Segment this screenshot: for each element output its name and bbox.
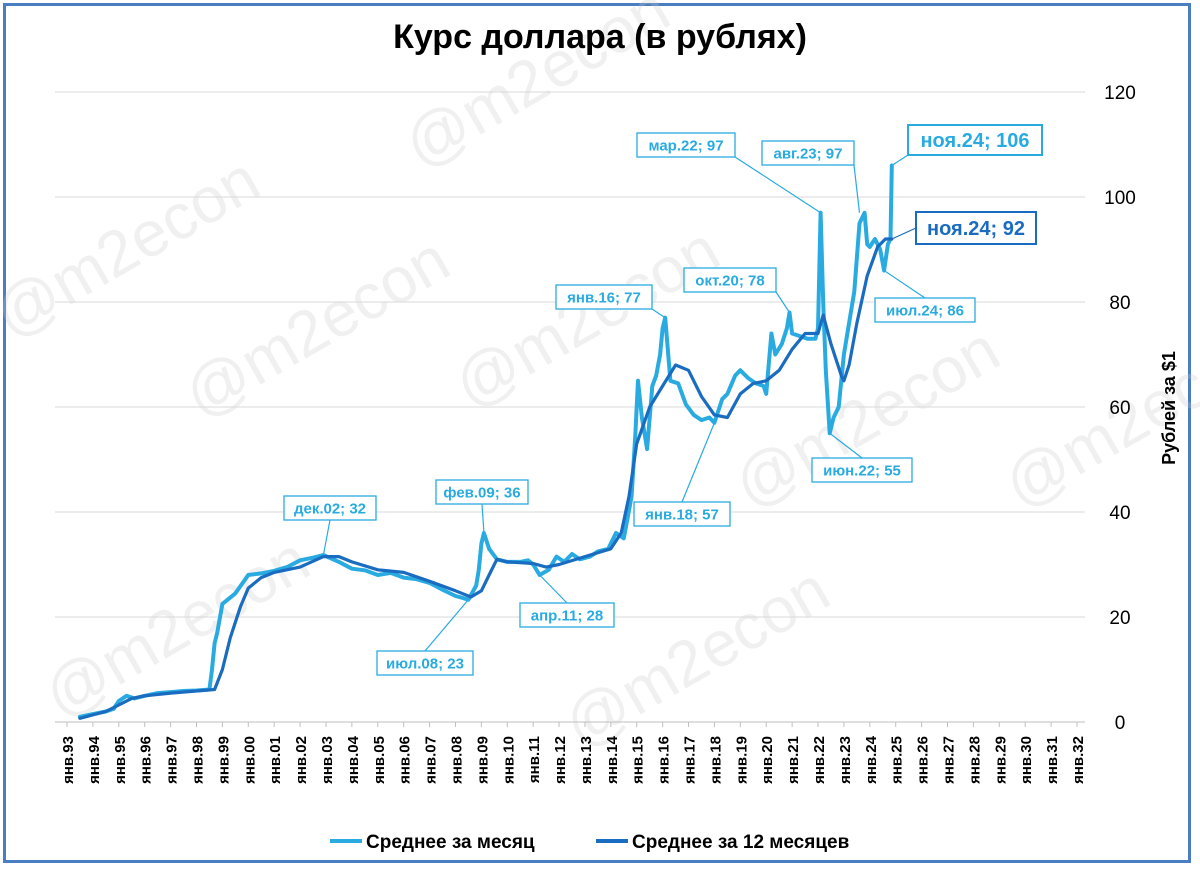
annotation-label: дек.02; 32	[294, 500, 366, 517]
x-tick-label: янв.25	[889, 736, 906, 784]
x-tick-label: янв.07	[423, 736, 440, 784]
y-tick-label: 80	[1109, 293, 1130, 314]
annotation-leader	[481, 503, 485, 534]
annotation-leader	[734, 156, 821, 214]
x-tick-label: янв.13	[578, 736, 595, 784]
annotation-label: апр.11; 28	[531, 607, 603, 624]
x-tick-label: янв.05	[371, 736, 388, 784]
x-tick-label: янв.09	[474, 736, 491, 784]
annotation-box	[435, 479, 529, 505]
x-tick-label: янв.06	[397, 736, 414, 784]
annotation-box	[811, 457, 913, 483]
legend-label-avg12: Среднее за 12 месяцев	[632, 832, 849, 853]
x-tick-label: янв.16	[656, 736, 673, 784]
annotation-leader	[853, 164, 861, 213]
y-tick-label: 120	[1104, 83, 1136, 104]
x-tick-label: янв.26	[915, 736, 932, 784]
x-tick-label: янв.96	[138, 736, 155, 784]
x-tick-label: янв.95	[112, 736, 129, 784]
x-tick-label: янв.31	[1044, 736, 1061, 784]
x-tick-label: янв.20	[759, 736, 776, 784]
annotation-box	[915, 211, 1037, 245]
x-tick-label: янв.28	[966, 736, 983, 784]
chart-title: Курс доллара (в рублях)	[393, 18, 807, 56]
x-tick-label: янв.27	[941, 736, 958, 784]
x-tick-label: янв.14	[604, 735, 621, 784]
x-tick-label: янв.99	[215, 736, 232, 784]
annotation-leader	[539, 574, 568, 604]
annotation-label: янв.18; 57	[645, 506, 719, 523]
series-line-avg12	[78, 237, 894, 720]
y-tick-label: 40	[1109, 503, 1130, 524]
annotation-box	[283, 495, 377, 521]
annotation-box	[683, 267, 777, 293]
x-tick-label: янв.30	[1018, 736, 1035, 784]
x-tick-label: янв.94	[86, 735, 103, 784]
annotation-label: ноя.24; 92	[927, 218, 1025, 240]
annotation-leader	[775, 291, 791, 313]
annotation-leader	[681, 422, 715, 503]
x-tick-label: янв.04	[345, 735, 362, 784]
annotation-leader	[883, 270, 926, 299]
x-tick-label: янв.00	[241, 736, 258, 784]
annotation-label: июл.24; 86	[886, 302, 964, 319]
y-tick-label: 100	[1104, 188, 1136, 209]
x-tick-label: янв.29	[992, 736, 1009, 784]
annotation-label: окт.20; 78	[695, 272, 764, 289]
annotation-label: фев.09; 36	[443, 484, 520, 501]
annotation-box	[519, 602, 615, 628]
x-tick-label: янв.18	[707, 736, 724, 784]
x-tick-label: янв.23	[837, 736, 854, 784]
x-tick-label: янв.11	[526, 736, 543, 783]
x-tick-label: янв.19	[733, 736, 750, 784]
annotation-label: янв.16; 77	[567, 289, 641, 306]
annotation-label: июл.08; 23	[386, 655, 464, 672]
annotation-label: мар.22; 97	[648, 137, 723, 154]
x-tick-label: янв.24	[863, 735, 880, 784]
annotation-box	[907, 124, 1043, 156]
x-tick-label: янв.10	[500, 736, 517, 784]
y-tick-label: 0	[1115, 713, 1126, 734]
x-tick-label: янв.01	[267, 736, 284, 784]
legend-label-monthly: Среднее за месяц	[366, 832, 535, 853]
x-tick-label: янв.12	[552, 736, 569, 784]
x-tick-label: янв.02	[293, 736, 310, 784]
x-tick-label: янв.17	[682, 736, 699, 784]
annotation-box	[376, 650, 474, 676]
y-tick-label: 60	[1109, 398, 1130, 419]
x-tick-label: янв.97	[164, 736, 181, 784]
annotation-box	[874, 297, 976, 323]
x-tick-label: янв.22	[811, 736, 828, 784]
annotation-leader	[322, 519, 331, 556]
annotation-leader	[891, 154, 909, 167]
y-axis-label: Рублей за $1	[1159, 351, 1179, 465]
x-tick-label: янв.32	[1070, 736, 1087, 784]
annotation-box	[636, 132, 736, 158]
x-tick-label: янв.98	[189, 736, 206, 784]
annotation-box	[761, 140, 855, 166]
annotation-leader	[891, 227, 917, 240]
x-tick-label: янв.93	[60, 736, 77, 784]
annotation-leader	[424, 599, 469, 652]
annotation-box	[555, 284, 653, 310]
x-tick-label: янв.15	[630, 736, 647, 784]
annotation-label: ноя.24; 106	[920, 130, 1029, 152]
annotation-leader	[829, 432, 863, 459]
annotation-box	[633, 501, 731, 527]
x-tick-label: янв.08	[448, 736, 465, 784]
series-line-monthly	[77, 163, 894, 719]
annotation-label: июн.22; 55	[823, 462, 901, 479]
annotation-leader	[651, 308, 666, 319]
x-tick-label: янв.21	[785, 736, 802, 784]
x-tick-label: янв.03	[319, 736, 336, 784]
annotation-label: авг.23; 97	[773, 145, 842, 162]
y-tick-label: 20	[1109, 608, 1130, 629]
